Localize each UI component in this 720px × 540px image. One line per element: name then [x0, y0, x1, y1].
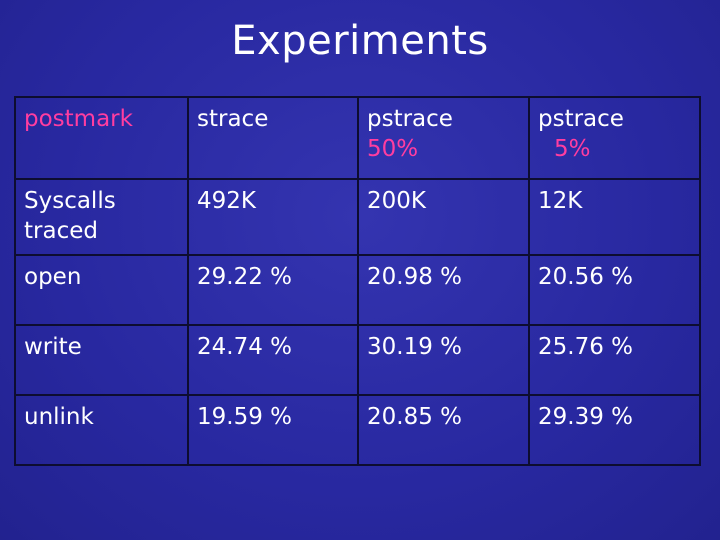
table-cell: 29.22 % [187, 254, 359, 326]
corner-label: postmark [24, 106, 133, 132]
table-cell: 492K [187, 178, 359, 256]
table-header-row: postmark strace pstrace 50% pstrace 5% [14, 96, 701, 180]
row-label: write [14, 324, 189, 396]
row-label: open [14, 254, 189, 326]
table-cell: 29.39 % [528, 394, 701, 466]
experiments-table: postmark strace pstrace 50% pstrace 5% S… [14, 96, 701, 466]
table-cell: 30.19 % [357, 324, 530, 396]
column-header-sublabel: 5% [554, 136, 591, 162]
table-row: unlink 19.59 % 20.85 % 29.39 % [14, 394, 701, 466]
table-cell: 19.59 % [187, 394, 359, 466]
column-header-strace: strace [187, 96, 359, 180]
table-cell: 20.56 % [528, 254, 701, 326]
table-corner-cell: postmark [14, 96, 189, 180]
table-cell: 24.74 % [187, 324, 359, 396]
column-header-label: pstrace [367, 106, 453, 132]
table-row: open 29.22 % 20.98 % 20.56 % [14, 254, 701, 326]
table-cell: 12K [528, 178, 701, 256]
table-row: write 24.74 % 30.19 % 25.76 % [14, 324, 701, 396]
table-row: Syscalls traced 492K 200K 12K [14, 178, 701, 256]
column-header-label: strace [197, 106, 269, 132]
table-cell: 20.98 % [357, 254, 530, 326]
row-label: unlink [14, 394, 189, 466]
table-cell: 200K [357, 178, 530, 256]
slide-title: Experiments [231, 18, 489, 64]
table-cell: 25.76 % [528, 324, 701, 396]
column-header-pstrace-50: pstrace 50% [357, 96, 530, 180]
table-cell: 20.85 % [357, 394, 530, 466]
column-header-label: pstrace [538, 106, 624, 132]
column-header-sublabel: 50% [367, 136, 419, 162]
row-label: Syscalls traced [14, 178, 189, 256]
column-header-pstrace-5: pstrace 5% [528, 96, 701, 180]
